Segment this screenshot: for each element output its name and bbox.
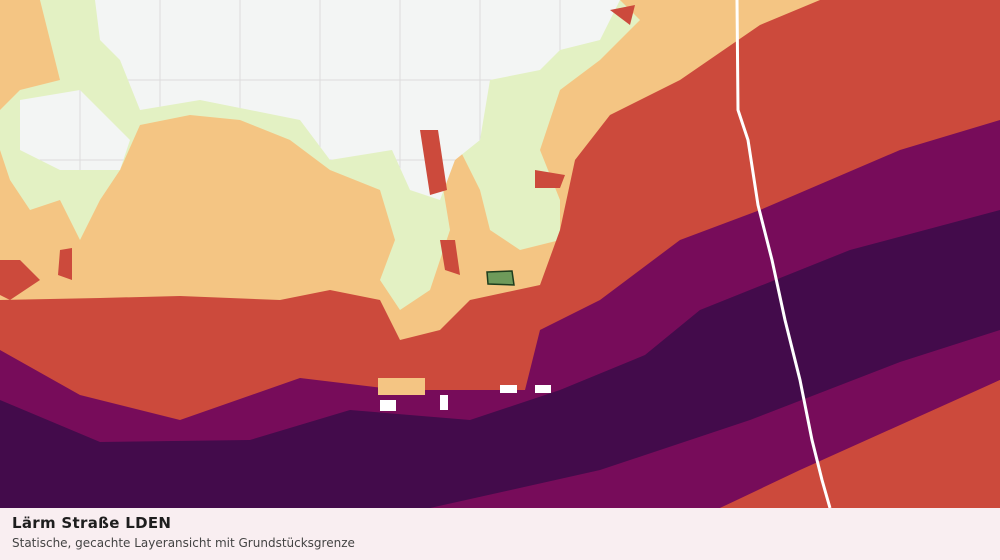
info-panel: Lärm Straße LDEN Statische, gecachte Lay… [0,508,1000,560]
data-gap [380,400,396,411]
parcel-boundary [486,270,515,286]
data-gap [535,385,551,393]
data-gap [500,385,517,393]
data-gap [440,395,448,410]
road [735,0,832,508]
zone-dark-purple [0,210,1000,508]
zone-red [720,380,1000,508]
zone-orange [378,378,425,395]
panel-subtitle: Statische, gecachte Layeransicht mit Gru… [12,536,355,550]
noise-map [0,0,1000,508]
panel-title: Lärm Straße LDEN [12,514,172,532]
zone-red [0,5,635,300]
zone-light-green [0,0,450,310]
